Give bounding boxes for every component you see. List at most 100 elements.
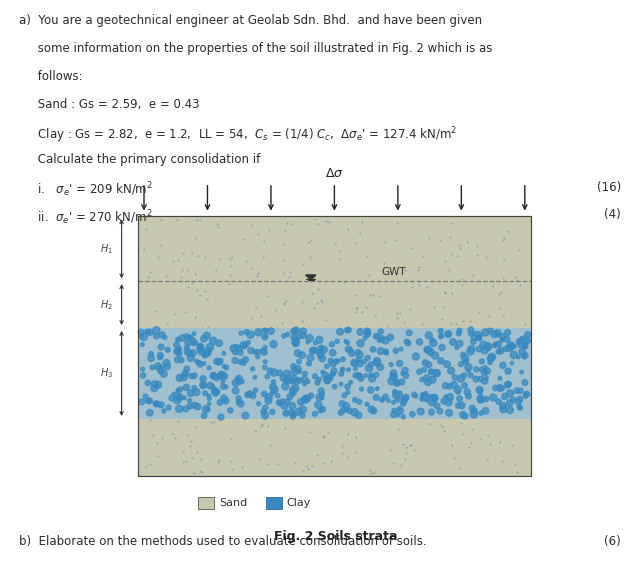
Point <box>458 317 468 326</box>
Point <box>342 405 352 414</box>
Point <box>426 347 436 357</box>
Point <box>306 235 316 245</box>
Point <box>483 343 493 352</box>
Point <box>415 407 426 416</box>
Point <box>313 284 323 294</box>
Point <box>369 407 379 416</box>
Point <box>292 365 303 374</box>
Point <box>335 254 346 263</box>
Point <box>187 453 197 462</box>
Point <box>444 398 454 407</box>
Point <box>300 395 310 404</box>
Point <box>294 407 304 416</box>
Point <box>143 396 154 406</box>
Point <box>259 325 269 335</box>
Point <box>305 427 316 436</box>
Point <box>400 265 410 275</box>
Point <box>264 393 274 402</box>
Point <box>355 350 365 359</box>
Point <box>291 338 301 347</box>
Point <box>341 401 351 410</box>
Point <box>175 384 186 394</box>
Point <box>296 397 306 406</box>
Point <box>218 369 228 379</box>
Point <box>248 364 258 373</box>
Point <box>303 338 313 347</box>
Point <box>204 384 214 393</box>
Point <box>376 334 387 343</box>
Point <box>504 380 514 389</box>
Point <box>138 244 148 253</box>
Point <box>362 328 372 338</box>
Point <box>511 340 521 350</box>
Point <box>273 459 283 469</box>
Point <box>185 402 195 411</box>
Point <box>278 396 288 405</box>
Point <box>500 392 510 401</box>
Point <box>321 315 332 324</box>
Bar <box>138 216 531 476</box>
Point <box>512 275 522 284</box>
Point <box>409 445 419 455</box>
Point <box>474 434 484 444</box>
Point <box>204 394 214 403</box>
Point <box>297 297 307 306</box>
Point <box>388 368 399 377</box>
Point <box>183 364 193 373</box>
Point <box>210 387 220 396</box>
Point <box>298 260 308 269</box>
Point <box>241 256 252 265</box>
Text: Clay: Clay <box>286 498 310 508</box>
Point <box>206 417 216 426</box>
Point <box>310 372 320 381</box>
Point <box>326 327 336 336</box>
Point <box>513 398 524 407</box>
Point <box>305 339 315 349</box>
Point <box>173 343 183 353</box>
Point <box>498 405 508 414</box>
Point <box>269 385 280 394</box>
Point <box>195 342 205 351</box>
Point <box>288 369 298 378</box>
Point <box>137 340 147 349</box>
Point <box>388 410 399 419</box>
Point <box>495 374 505 383</box>
Point <box>288 385 298 395</box>
Point <box>465 376 476 385</box>
Point <box>431 384 442 394</box>
Point <box>201 404 211 414</box>
Point <box>177 447 188 456</box>
Point <box>509 350 519 359</box>
Point <box>287 402 298 411</box>
Point <box>208 336 218 346</box>
Point <box>153 340 163 350</box>
Point <box>300 369 310 379</box>
Point <box>138 365 148 374</box>
Point <box>151 332 161 341</box>
Point <box>350 238 360 248</box>
Point <box>244 389 255 399</box>
Point <box>139 332 149 342</box>
Point <box>250 373 260 382</box>
Point <box>419 365 429 374</box>
Point <box>520 378 530 387</box>
Point <box>342 325 352 335</box>
Point <box>437 343 447 352</box>
Point <box>455 464 465 473</box>
Point <box>256 311 266 320</box>
Point <box>276 319 287 328</box>
Point <box>214 339 225 348</box>
Point <box>310 338 321 347</box>
Point <box>301 461 311 470</box>
Point <box>209 371 219 380</box>
Point <box>471 365 481 374</box>
Text: i.   $\sigma_e$' = 209 kN/m$^2$: i. $\sigma_e$' = 209 kN/m$^2$ <box>19 181 153 199</box>
Point <box>343 225 353 234</box>
Point <box>477 365 487 374</box>
Point <box>498 332 508 341</box>
Point <box>442 359 452 369</box>
Point <box>306 277 316 286</box>
Point <box>380 336 390 345</box>
Point <box>326 456 337 466</box>
Point <box>232 408 242 417</box>
